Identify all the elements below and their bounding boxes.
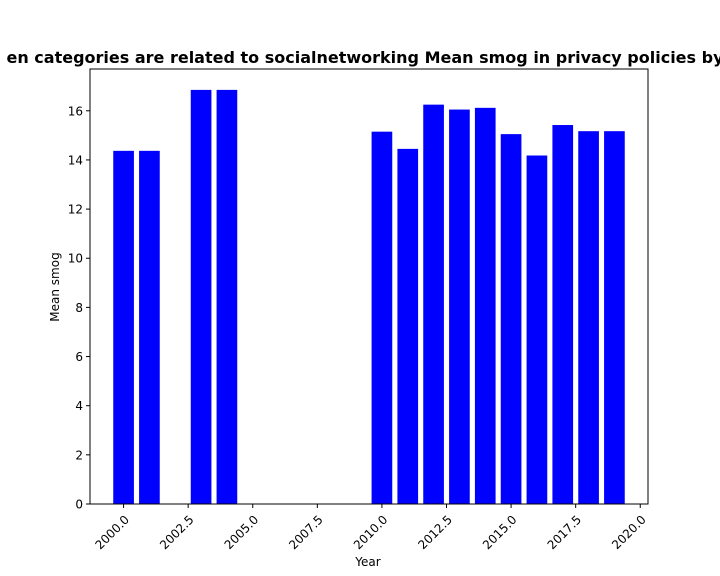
y-tick-label: 0 — [75, 498, 83, 512]
x-tick-label: 2017.5 — [545, 513, 585, 553]
x-tick-label: 2012.5 — [415, 513, 455, 553]
x-tick-label: 2000.0 — [92, 513, 132, 553]
bar-2016 — [526, 155, 548, 504]
bar-2003 — [190, 89, 212, 504]
y-tick-label: 14 — [68, 153, 83, 167]
bars-group — [113, 89, 625, 505]
bar-2018 — [578, 131, 599, 504]
y-tick-label: 10 — [68, 252, 83, 266]
bar-2013 — [449, 109, 470, 505]
chart-title: en categories are related to socialnetwo… — [6, 48, 720, 67]
bar-2019 — [604, 131, 625, 504]
bar-2000 — [113, 150, 134, 504]
bar-2017 — [552, 125, 574, 504]
x-tick-label: 2010.0 — [351, 513, 391, 553]
bar-2011 — [397, 148, 419, 504]
x-axis-ticks: 2000.0 2002.5 2005.0 2007.5 2010.0 2012.5 2015… — [92, 504, 649, 553]
bar-2015 — [500, 134, 522, 504]
bar-2010 — [371, 131, 393, 505]
x-tick-label: 2015.0 — [480, 513, 520, 553]
y-axis-ticks: 0 2 4 6 8 10 12 14 16 — [68, 104, 90, 512]
plot-frame — [89, 68, 649, 505]
y-tick-label: 6 — [75, 350, 83, 364]
y-tick-label: 2 — [75, 448, 83, 462]
y-tick-label: 4 — [75, 399, 83, 413]
bar-2014 — [474, 107, 496, 504]
x-tick-label: 2005.0 — [222, 513, 262, 553]
x-tick-label: 2002.5 — [157, 513, 197, 553]
y-axis-label: Mean smog — [48, 252, 62, 321]
bar-2012 — [423, 104, 444, 504]
bar-2004 — [216, 89, 238, 504]
y-tick-label: 12 — [68, 203, 83, 217]
x-axis-label: Year — [354, 555, 380, 569]
bar-2001 — [139, 150, 160, 504]
x-tick-label: 2007.5 — [286, 513, 326, 553]
x-tick-label: 2020.0 — [609, 513, 649, 553]
y-tick-label: 8 — [75, 301, 83, 315]
y-tick-label: 16 — [68, 104, 83, 118]
